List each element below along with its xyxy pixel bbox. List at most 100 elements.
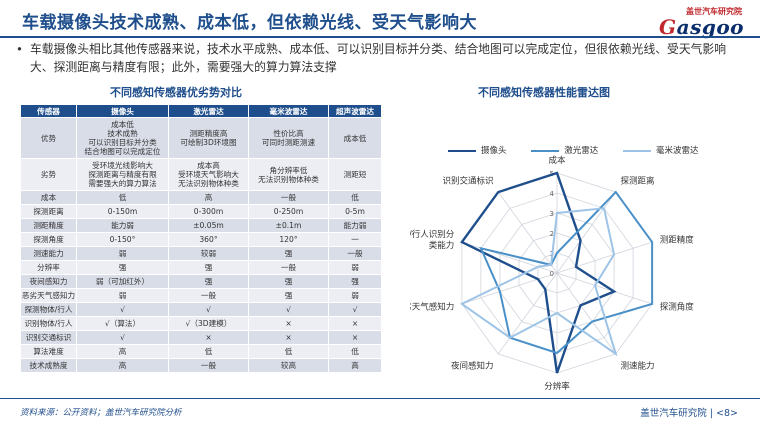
footer-page: 盖世汽车研究院 | <8> xyxy=(640,408,738,419)
table-cell: 成本低 xyxy=(328,117,382,159)
table-cell: 测距短 xyxy=(328,158,382,191)
chart-legend: 摄像头 激光雷达 毫米波雷达 xyxy=(448,144,720,156)
footer-divider xyxy=(0,398,760,399)
logo-en-text: Gasgoo xyxy=(659,15,744,39)
table-cell: × xyxy=(328,330,382,345)
table-row: 技术成熟度高一般 较高高 xyxy=(20,358,382,373)
logo-cn-text: 盖世汽车研究院 xyxy=(686,7,742,16)
radar-tick-label: 0 xyxy=(550,270,554,278)
table-row-label: 夜间感知力 xyxy=(20,274,77,289)
table-cell: 0-5m xyxy=(328,204,382,219)
header-divider xyxy=(0,36,760,38)
table-cell: 低 xyxy=(76,190,169,205)
table-cell: 强 xyxy=(168,260,249,275)
summary-bullet: • 车载摄像头相比其他传感器来说，技术水平成熟、成本低、可以识别目标并分类、结合… xyxy=(16,40,745,76)
table-row: 优势 成本低 技术成熟 可以识别目标并分类 结合地图可以完成定位 测距精度高 可绘制3D环境… xyxy=(20,117,382,159)
legend-item-camera: 摄像头 xyxy=(448,144,507,156)
table-row-label: 识别物体/行人 xyxy=(20,316,77,331)
radar-tick-label: 2 xyxy=(550,230,554,238)
table-row-label: 探测物体/行人 xyxy=(20,302,77,317)
table-body: 优势 成本低 技术成熟 可以识别目标并分类 结合地图可以完成定位 测距精度高 可绘制3D环境… xyxy=(20,117,382,373)
table-cell: 弱 xyxy=(328,260,382,275)
table-cell: √ xyxy=(248,302,329,317)
table-row: 算法难度高低低低 xyxy=(20,344,382,359)
table-cell: 强 xyxy=(248,288,329,303)
table-cell: 高 xyxy=(328,358,382,373)
radar-spoke xyxy=(556,272,617,355)
table-row: 劣势 受环境光线影响大 探测距离与精度有限 需要强大的算力算法 成本高 受环境天气影响大无… xyxy=(20,158,382,191)
legend-item-lidar: 激光雷达 xyxy=(531,144,598,156)
table-cell: √ xyxy=(76,330,169,345)
radar-spoke xyxy=(461,272,558,305)
radar-spoke xyxy=(556,241,653,274)
legend-item-mmwave: 毫米波雷达 xyxy=(622,144,698,156)
table-cell: √ xyxy=(76,302,169,317)
radar-spoke xyxy=(556,191,617,274)
radar-chart: 012345成本探测距离测距精度探测角度测速能力分辨率夜间感知力恶劣天气感知力物… xyxy=(410,155,695,392)
table-cell: 一般 xyxy=(328,246,382,261)
chart-title: 不同感知传感器性能雷达图 xyxy=(478,86,610,99)
table-row-label: 探测距离 xyxy=(20,204,77,219)
table-cell: 一 xyxy=(328,232,382,247)
table-cell: 低 xyxy=(168,344,249,359)
radar-axis-label: 夜间感知力 xyxy=(451,360,494,371)
radar-tick-label: 3 xyxy=(550,210,554,218)
table-row-label: 分辨率 xyxy=(20,260,77,275)
table-row: 探测角度 0-150° 360° 120° 一 xyxy=(20,232,382,247)
table-cell: 角分辨率低 无法识别物体种类 xyxy=(248,158,329,191)
table-header-cell: 超声波雷达 xyxy=(328,104,382,118)
table-row-label: 识别交通标识 xyxy=(20,330,77,345)
table-cell: 弱 xyxy=(76,288,169,303)
radar-axis-label: 分辨率 xyxy=(544,381,570,392)
table-cell: × xyxy=(168,330,249,345)
table-cell: 成本高 受环境天气影响大 无法识别物体种类 xyxy=(168,158,249,191)
comparison-table: 传感器 摄像头 激光雷达 毫米波雷达 超声波雷达 优势 成本低 技术成熟 可以识别目标并分类结… xyxy=(20,104,382,373)
radar-axis-label: 恶劣天气感知力 xyxy=(410,301,454,312)
radar-tick-label: 4 xyxy=(550,190,555,198)
radar-axis-label: 物体/行人识别分类能力 xyxy=(410,229,455,251)
table-row: 识别交通标识 √ × × × xyxy=(20,330,382,345)
radar-spoke xyxy=(497,191,558,274)
radar-axis-label: 识别交通标识 xyxy=(443,176,494,187)
table-cell: × xyxy=(248,330,329,345)
table-row-label: 探测角度 xyxy=(20,232,77,247)
bullet-dot-icon: • xyxy=(16,42,23,56)
table-header-cell: 毫米波雷达 xyxy=(248,104,329,118)
table-title: 不同感知传感器优劣势对比 xyxy=(110,86,242,99)
source-note: 资料来源：公开资料；盖世汽车研究院分析 xyxy=(20,408,182,418)
summary-text: 车载摄像头相比其他传感器来说，技术水平成熟、成本低、可以识别目标并分类、结合地图… xyxy=(30,42,727,74)
table-cell: ±0.1m xyxy=(248,218,329,233)
table-cell: 高 xyxy=(76,344,169,359)
table-cell: 较高 xyxy=(248,358,329,373)
table-row: 探测距离 0-150m 0-300m 0-250m 0-5m xyxy=(20,204,382,219)
table-cell: 低 xyxy=(328,190,382,205)
table-cell: 能力弱 xyxy=(328,218,382,233)
table-row: 测距精度 能力弱 ±0.05m ±0.1m 能力弱 xyxy=(20,218,382,233)
table-row-label: 成本 xyxy=(20,190,77,205)
table-cell: 0-250m xyxy=(248,204,329,219)
radar-axis-label: 探测角度 xyxy=(660,301,695,312)
table-cell: 一般 xyxy=(168,288,249,303)
table-cell: 弱 xyxy=(328,288,382,303)
radar-spoke xyxy=(556,272,653,305)
table-header-row: 传感器 摄像头 激光雷达 毫米波雷达 超声波雷达 xyxy=(20,104,382,118)
table-cell: 低 xyxy=(328,344,382,359)
table-row-label: 恶劣天气感知力 xyxy=(20,288,77,303)
table-row-label: 测速能力 xyxy=(20,246,77,261)
radar-series-line xyxy=(460,171,617,374)
table-cell: 强 xyxy=(248,246,329,261)
table-cell: 高 xyxy=(168,190,249,205)
table-cell: 能力弱 xyxy=(76,218,169,233)
table-cell: √ xyxy=(168,302,249,317)
table-row-label: 技术成熟度 xyxy=(20,358,77,373)
table-row: 识别物体/行人 √（算法） √（3D建模） × × xyxy=(20,316,382,331)
table-cell: 高 xyxy=(76,358,169,373)
radar-axis-label: 探测距离 xyxy=(620,176,654,187)
table-cell: × xyxy=(328,316,382,331)
table-header-cell: 激光雷达 xyxy=(168,104,249,118)
table-cell: ±0.05m xyxy=(168,218,249,233)
table-row: 成本低高一般低 xyxy=(20,190,382,205)
table-cell: 受环境光线影响大 探测距离与精度有限 需要强大的算力算法 xyxy=(76,158,169,191)
table-cell: 性价比高 可同时测距测速 xyxy=(248,117,329,159)
table-cell: 一般 xyxy=(248,190,329,205)
